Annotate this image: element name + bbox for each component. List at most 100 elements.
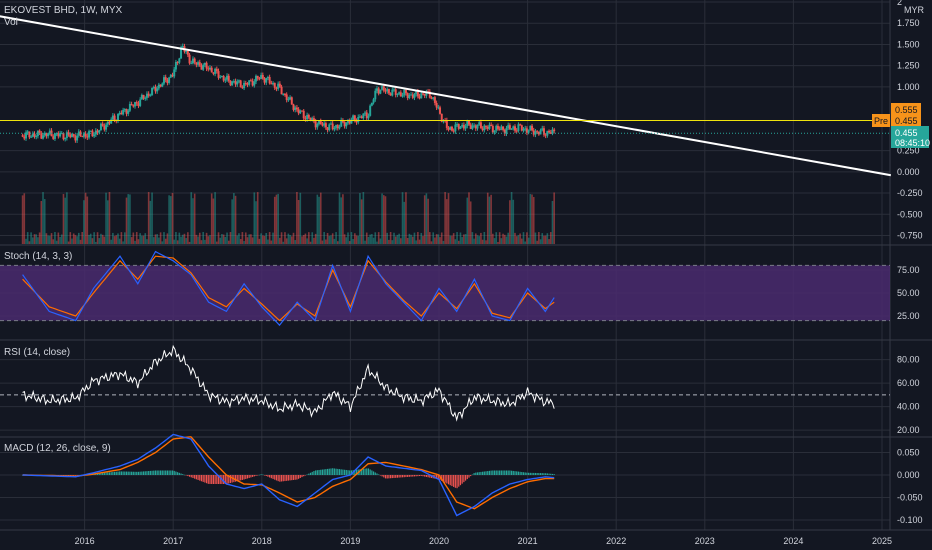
volume-bar (427, 198, 429, 244)
candle-body (445, 120, 448, 128)
macd-hist-bar (366, 468, 368, 475)
candle-body (544, 134, 547, 136)
volume-bar (221, 233, 223, 244)
volume-bar (187, 232, 189, 244)
trendline[interactable] (0, 15, 892, 177)
macd-hist-bar (98, 473, 100, 475)
candle-body (251, 80, 254, 86)
volume-bar (209, 235, 211, 244)
candle-body (374, 90, 377, 100)
macd-hist-bar (347, 470, 349, 475)
candle-body (215, 68, 218, 72)
macd-hist-bar (270, 475, 272, 479)
main-tick-label: 0.000 (897, 167, 920, 177)
volume-bar (105, 192, 107, 244)
volume-bar (360, 199, 363, 244)
candle-body (375, 88, 378, 91)
macd-hist-bar (165, 470, 167, 475)
macd-hist-bar (422, 475, 424, 477)
volume-bar (440, 232, 443, 244)
macd-hist-bar (263, 475, 266, 476)
macd-hist-bar (471, 474, 473, 476)
macd-hist-bar (21, 475, 24, 476)
macd-hist-bar (538, 473, 540, 475)
volume-bar (146, 239, 148, 244)
candle-body (333, 127, 336, 130)
time-tick-label: 2025 (872, 536, 892, 546)
macd-hist-bar (173, 470, 175, 475)
macd-hist-bar (175, 471, 177, 475)
candle-body (113, 115, 116, 121)
candle-body (365, 112, 368, 119)
macd-hist-bar (120, 471, 123, 475)
macd-hist-bar (541, 473, 543, 475)
symbol-title[interactable]: EKOVEST BHD, 1W, MYX (4, 5, 123, 16)
candle-body (295, 107, 298, 110)
candle-body (326, 127, 329, 131)
main-price-scale[interactable]: 2 1.750 1.500 1.250 1.000 0.250 0.000 -0.250 -0.… (897, 0, 923, 241)
volume-bar (389, 232, 392, 244)
macd-hist-bar (313, 471, 315, 475)
candle-body (404, 89, 407, 94)
macd-title[interactable]: MACD (12, 26, close, 9) (4, 443, 111, 454)
macd-hist-bar (526, 472, 528, 475)
macd-hist-bar (355, 469, 358, 475)
macd-hist-bar (379, 475, 381, 476)
volume-bar (502, 233, 504, 244)
macd-hist-bar (374, 472, 376, 475)
candle-body (176, 61, 179, 63)
macd-hist-bar (103, 472, 105, 475)
volume-bar (277, 193, 279, 244)
volume-bar (185, 238, 187, 244)
macd-hist-bar (76, 475, 78, 476)
candle-body (272, 82, 275, 85)
last-price-badge (891, 126, 929, 148)
candle-body (456, 124, 459, 126)
macd-hist-bar (146, 471, 148, 475)
candle-body (86, 136, 89, 138)
candle-body (512, 126, 515, 129)
time-scale[interactable]: 2016 2017 2018 2019 2020 2021 2022 2023 2024 2025 (75, 536, 892, 546)
volume-bar (170, 196, 172, 244)
candle-body (108, 121, 111, 124)
candle-body (125, 109, 128, 114)
macd-hist-bar (73, 475, 75, 476)
candle-body (24, 132, 27, 139)
macd-hist-bar (337, 468, 339, 475)
volume-bar (410, 234, 412, 244)
volume-bar (369, 234, 371, 244)
candle-body (147, 93, 150, 96)
candle-body (142, 94, 145, 99)
macd-hist-bar (504, 470, 506, 475)
volume-bar (200, 240, 203, 244)
volume-bar (244, 232, 247, 244)
macd-hist-bar (112, 472, 114, 475)
volume-bar (365, 232, 368, 244)
macd-hist-bar (340, 469, 342, 475)
macd-hist-bar (287, 475, 289, 481)
candle-body (391, 89, 394, 96)
macd-hist-bar (177, 472, 179, 475)
stoch-title[interactable]: Stoch (14, 3, 3) (4, 251, 72, 262)
volume-bar (280, 232, 283, 244)
candle-body (118, 112, 121, 114)
candle-body (173, 69, 176, 77)
volume-bar (435, 234, 438, 244)
candle-body (428, 91, 431, 98)
macd-hist-bar (396, 475, 399, 478)
volume-bar (355, 235, 358, 244)
volume-bar (486, 192, 489, 244)
macd-hist-bar (219, 475, 221, 484)
volume-bar (509, 200, 511, 244)
candle-body (387, 89, 390, 94)
candle-body (364, 112, 367, 114)
candle-body (396, 93, 399, 95)
macd-hist-bar (229, 475, 232, 483)
candle-body (181, 46, 184, 48)
candle-body (329, 123, 332, 125)
rsi-title[interactable]: RSI (14, close) (4, 347, 70, 358)
macd-hist-bar (521, 472, 523, 475)
candle-body (549, 132, 552, 134)
volume-bar (473, 238, 475, 244)
